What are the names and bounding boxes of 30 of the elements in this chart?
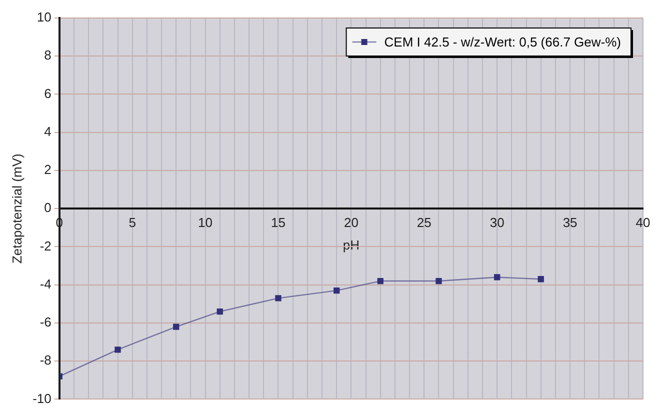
y-tick-label: 6	[44, 86, 52, 101]
y-tick-label: -4	[40, 276, 52, 292]
x-tick-label: 30	[490, 214, 504, 230]
y-tick-label: -6	[40, 314, 52, 330]
x-tick-label: 15	[271, 214, 286, 230]
x-tick-label: 10	[198, 214, 213, 230]
y-tick-label: -8	[40, 352, 52, 368]
y-tick-label: 4	[44, 124, 52, 139]
point	[334, 287, 340, 294]
y-tick-label: 0	[44, 200, 52, 216]
x-tick-label: 20	[344, 214, 358, 230]
point	[494, 274, 500, 280]
point	[173, 324, 180, 330]
x-tick-label: 25	[416, 214, 432, 230]
point	[377, 278, 384, 284]
point	[436, 278, 442, 284]
y-tick-label: -2	[40, 238, 52, 254]
x-tick-label: 35	[562, 214, 578, 230]
y-tick-label: 10	[36, 10, 52, 25]
point	[275, 295, 282, 302]
point	[114, 346, 121, 353]
point	[538, 276, 544, 282]
x-tick-label: 5	[128, 214, 136, 230]
x-tick-label: 40	[636, 214, 650, 230]
point	[216, 308, 223, 315]
y-tick-label: 8	[44, 48, 52, 63]
y-axis-title: Zetapotenzial (mV)	[9, 154, 24, 264]
y-tick-label: -10	[32, 390, 52, 406]
y-tick-label: 2	[44, 162, 52, 178]
legend-label: CEM I 42.5 - w/z-Wert: 0,5 (66.7 Gew-%)	[384, 34, 622, 50]
